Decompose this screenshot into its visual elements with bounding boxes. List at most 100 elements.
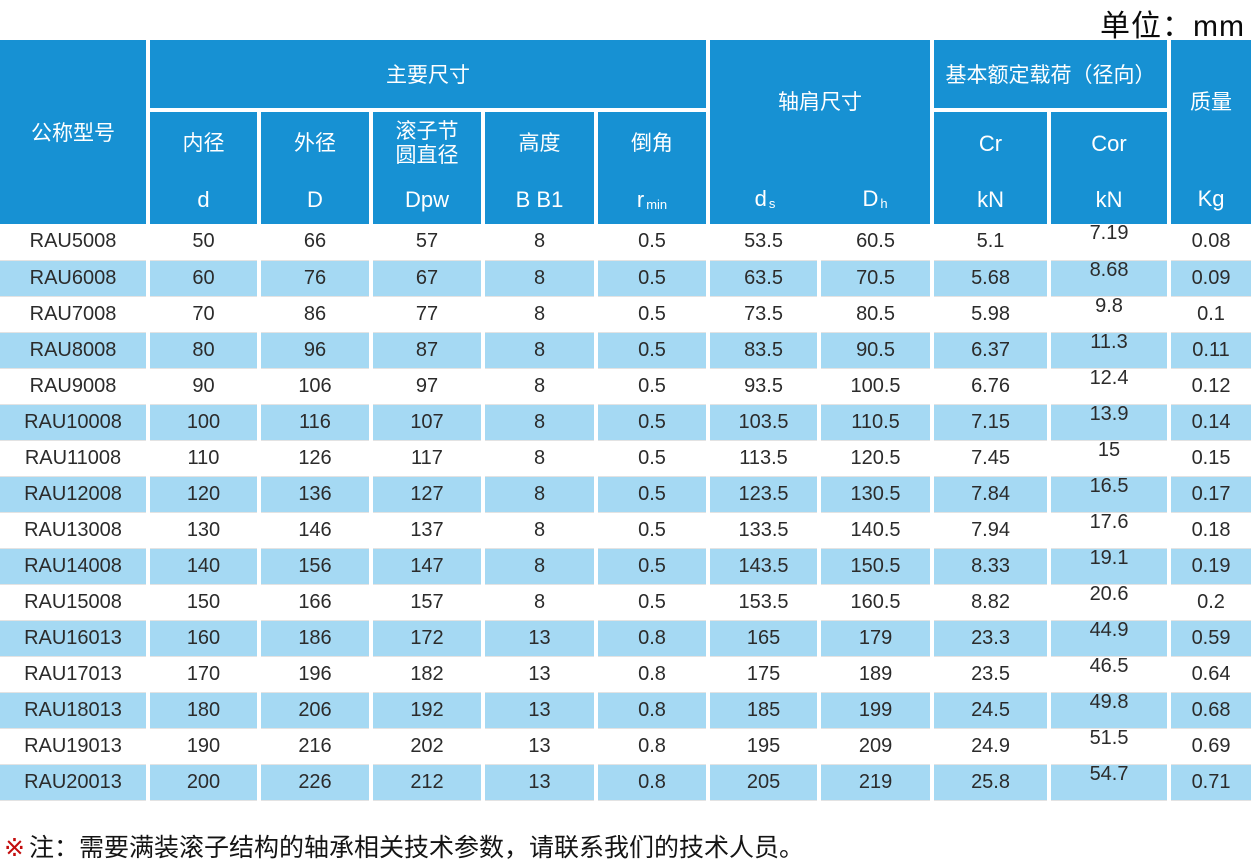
cell-model: RAU11008 [0,440,148,477]
cell-mass-Kg: 0.19 [1167,548,1251,585]
cell-shoulder-ds: 143.5 [706,548,820,585]
header-mass-label: 质量 [1190,91,1233,114]
cell-chamfer-rmin: 0.5 [593,440,709,477]
cell-height-B-B1: 8 [481,512,596,549]
header-outer: 外径 D [257,110,371,224]
table-row: RAU18013 180 206 192 13 0.8 185 199 24.5 49.8 0.68 [0,691,1251,729]
cell-mass-Kg: 0.15 [1167,440,1251,477]
cell-model: RAU5008 [0,224,148,261]
cell-load-Cor: 9.8 [1047,295,1170,333]
header-bore: 内径 d [146,110,259,224]
table-row: RAU14008 140 156 147 8 0.5 143.5 150.5 8.33 19.1 0… [0,547,1251,585]
cell-load-Cr: 24.9 [930,728,1050,765]
cell-outer-D: 86 [257,296,371,333]
cell-model: RAU14008 [0,548,148,585]
cell-shoulder-Dh: 219 [817,764,933,801]
cell-outer-D: 136 [257,476,371,513]
cell-model: RAU18013 [0,692,148,729]
cell-load-Cr: 23.3 [930,620,1050,657]
cell-shoulder-ds: 73.5 [706,296,820,333]
cell-shoulder-ds: 123.5 [706,476,820,513]
cell-outer-D: 146 [257,512,371,549]
header-height: 高度 B B1 [481,110,596,224]
cell-pitch-Dpw: 192 [369,692,483,729]
cell-shoulder-ds: 153.5 [706,584,820,621]
header-mass-unit: Kg [1197,186,1225,211]
cell-mass-Kg: 0.69 [1167,728,1251,765]
cell-mass-Kg: 0.2 [1167,584,1251,621]
cell-bore-d: 170 [146,656,259,693]
table-row: RAU7008 70 86 77 8 0.5 73.5 80.5 5.98 9.8 0.1 [0,295,1251,333]
cell-mass-Kg: 0.17 [1167,476,1251,513]
cell-bore-d: 130 [146,512,259,549]
cell-load-Cor: 15 [1047,439,1170,477]
footnote-marker: ※ [4,834,25,862]
cell-height-B-B1: 8 [481,548,596,585]
cell-shoulder-ds: 185 [706,692,820,729]
cell-outer-D: 116 [257,404,371,441]
cell-height-B-B1: 8 [481,404,596,441]
header-load-rating: 基本额定载荷（径向） [930,40,1170,112]
cell-load-Cor: 8.68 [1047,259,1170,297]
cell-shoulder-ds: 93.5 [706,368,820,405]
cell-bore-d: 100 [146,404,259,441]
cell-model: RAU20013 [0,764,148,801]
footnote: ※ 注：需要满装滚子结构的轴承相关技术参数，请联系我们的技术人员。 [4,828,804,864]
cell-bore-d: 180 [146,692,259,729]
cell-height-B-B1: 8 [481,224,596,261]
cell-outer-D: 156 [257,548,371,585]
cell-shoulder-ds: 205 [706,764,820,801]
cell-load-Cor: 7.19 [1047,222,1170,261]
cell-load-Cr: 6.37 [930,332,1050,369]
cell-shoulder-Dh: 110.5 [817,404,933,441]
cell-bore-d: 140 [146,548,259,585]
cell-chamfer-rmin: 0.5 [593,548,709,585]
cell-load-Cor: 12.4 [1047,367,1170,405]
cell-load-Cr: 23.5 [930,656,1050,693]
cell-load-Cr: 7.94 [930,512,1050,549]
cell-outer-D: 126 [257,440,371,477]
table-row: RAU12008 120 136 127 8 0.5 123.5 130.5 7.84 16.5 0… [0,475,1251,513]
cell-model: RAU16013 [0,620,148,657]
cell-pitch-Dpw: 117 [369,440,483,477]
cell-bore-d: 160 [146,620,259,657]
table-row: RAU6008 60 76 67 8 0.5 63.5 70.5 5.68 8.68 0.09 [0,259,1251,297]
cell-pitch-Dpw: 87 [369,332,483,369]
footnote-text: 注：需要满装滚子结构的轴承相关技术参数，请联系我们的技术人员。 [28,834,804,862]
header-model-label: 公称型号 [31,122,115,145]
cell-load-Cr: 7.45 [930,440,1050,477]
cell-model: RAU6008 [0,260,148,297]
cell-shoulder-ds: 53.5 [706,224,820,261]
cell-height-B-B1: 8 [481,440,596,477]
cell-pitch-Dpw: 97 [369,368,483,405]
table-row: RAU15008 150 166 157 8 0.5 153.5 160.5 8.82 20.6 0… [0,583,1251,621]
cell-mass-Kg: 0.18 [1167,512,1251,549]
cell-shoulder-Dh: 140.5 [817,512,933,549]
cell-chamfer-rmin: 0.5 [593,512,709,549]
cell-pitch-Dpw: 172 [369,620,483,657]
table-row: RAU10008 100 116 107 8 0.5 103.5 110.5 7.15 13.9 0… [0,403,1251,441]
cell-chamfer-rmin: 0.8 [593,620,709,657]
cell-pitch-Dpw: 77 [369,296,483,333]
cell-height-B-B1: 8 [481,260,596,297]
cell-height-B-B1: 13 [481,656,596,693]
cell-chamfer-rmin: 0.5 [593,404,709,441]
cell-model: RAU12008 [0,476,148,513]
cell-outer-D: 66 [257,224,371,261]
cell-chamfer-rmin: 0.8 [593,692,709,729]
cell-bore-d: 50 [146,224,259,261]
cell-pitch-Dpw: 107 [369,404,483,441]
cell-shoulder-Dh: 80.5 [817,296,933,333]
cell-model: RAU15008 [0,584,148,621]
cell-height-B-B1: 8 [481,332,596,369]
cell-load-Cor: 46.5 [1047,655,1170,693]
cell-outer-D: 76 [257,260,371,297]
cell-chamfer-rmin: 0.5 [593,584,709,621]
cell-shoulder-Dh: 100.5 [817,368,933,405]
cell-bore-d: 60 [146,260,259,297]
cell-shoulder-Dh: 209 [817,728,933,765]
